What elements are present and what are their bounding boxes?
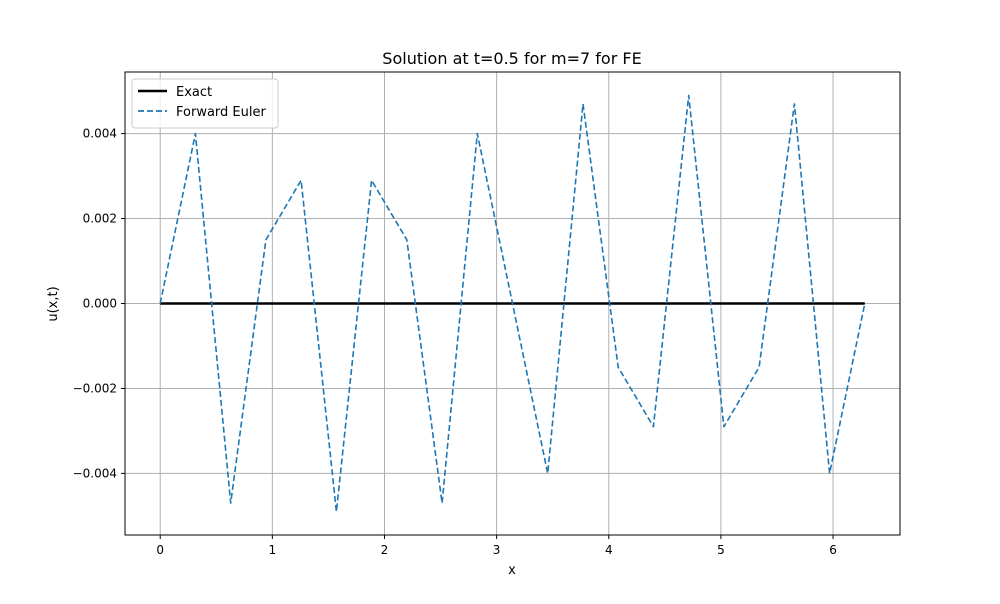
x-axis: 0 1 2 3 4 5 6 — [156, 535, 837, 557]
y-tick-label: 0.000 — [83, 297, 117, 311]
x-axis-label: x — [508, 563, 516, 578]
x-tick-label: 6 — [829, 543, 837, 557]
legend-frame — [131, 78, 279, 129]
y-axis-label: u(x,t) — [46, 286, 61, 321]
x-tick-label: 3 — [493, 543, 501, 557]
legend-label-exact: Exact — [176, 85, 212, 100]
y-tick-label: 0.002 — [83, 212, 117, 226]
x-tick-label: 4 — [605, 543, 613, 557]
x-tick-label: 1 — [269, 543, 277, 557]
legend-label-forward-euler: Forward Euler — [176, 105, 266, 120]
series-line-forward-euler — [159, 94, 866, 513]
y-tick-label: −0.004 — [73, 466, 117, 480]
y-tick-label: −0.002 — [73, 381, 117, 395]
y-axis: −0.004 −0.002 0.000 0.002 0.004 — [73, 127, 125, 480]
x-tick-label: 2 — [381, 543, 389, 557]
series-layer — [159, 94, 866, 513]
y-tick-label: 0.004 — [83, 127, 117, 141]
x-tick-label: 0 — [156, 543, 164, 557]
x-tick-label: 5 — [717, 543, 725, 557]
legend: Exact Forward Euler — [131, 78, 279, 129]
chart-title: Solution at t=0.5 for m=7 for FE — [382, 49, 641, 68]
